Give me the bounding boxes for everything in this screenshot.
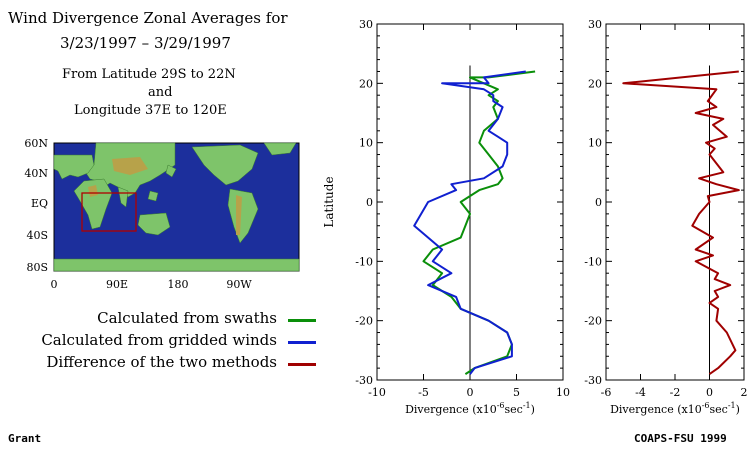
chart-title: Wind Divergence Zonal Averages for [8,9,288,27]
map-lat-label: 40S [26,229,48,242]
x-axis-label: Divergence (x10-6sec-1) [405,401,535,416]
y-tick-label: -10 [355,255,373,268]
map-highlands [88,157,242,235]
legend-label-difference: Difference of the two methods [46,353,277,371]
series-line-1 [422,70,536,375]
map-lat-label: 80S [26,261,48,274]
x-tick-label: -10 [368,386,386,399]
y-tick-label: 30 [588,18,602,31]
axis-label-part: Divergence (x10 [610,403,702,416]
y-tick-label: 0 [366,196,373,209]
y-tick-label: 10 [359,137,373,150]
legend-line-swaths [288,319,316,322]
legend: Calculated from swaths Calculated from g… [0,309,320,379]
plot-frame [605,23,745,381]
y-tick-label: 20 [588,77,602,90]
series-line-1 [622,70,740,375]
map-lat-label: 60N [24,137,48,150]
axis-label-part: Divergence (x10 [405,403,497,416]
y-tick-label: 0 [595,196,602,209]
axis-label-part: sec [710,403,728,416]
date-range: 3/23/1997 – 3/29/1997 [60,34,231,52]
map-lon-label: 180 [168,278,189,291]
region-box [81,192,137,232]
axis-label-exponent: -6 [702,401,710,410]
y-axis-label: Latitude [322,176,336,227]
axis-label-part: ) [531,403,535,416]
region-map: 60N 40N EQ 40S 80S 0 90E 180 90W [24,137,300,291]
chart-panel-1: -30 -20 -10 0 10 20 30 -10 -5 0 5 10 Divergence (x10… [322,18,570,416]
y-tick-label: 20 [359,77,373,90]
y-tick-label: -30 [584,374,602,387]
map-lat-label: EQ [31,197,48,210]
and-text: and [148,85,173,100]
legend-label-swaths: Calculated from swaths [97,309,277,327]
axis-label-exponent: -1 [523,401,531,410]
plot-frame [376,23,564,381]
legend-line-gridded [288,341,316,344]
latitude-range-text: From Latitude 29S to 22N [62,67,236,82]
axis-label-part: ) [736,403,740,416]
y-tick-label: -20 [355,315,373,328]
x-tick-label: 2 [741,386,748,399]
y-tick-label: 10 [588,137,602,150]
x-tick-label: 10 [556,386,570,399]
x-tick-label: -2 [670,386,681,399]
axis-label-exponent: -1 [728,401,736,410]
x-tick-label: -6 [601,386,612,399]
y-tick-label: 30 [359,18,373,31]
y-tick-label: -10 [584,255,602,268]
x-tick-label: -5 [418,386,429,399]
organization-credit: COAPS-FSU 1999 [634,432,727,445]
map-lat-label: 40N [24,167,48,180]
author-credit: Grant [8,432,42,445]
y-tick-label: -20 [584,315,602,328]
series-line-2 [413,70,526,375]
axis-label-exponent: -6 [497,401,505,410]
y-tick-label: -30 [355,374,373,387]
x-tick-label: -4 [635,386,646,399]
x-tick-label: 0 [706,386,713,399]
x-tick-label: 5 [513,386,520,399]
axis-label-part: sec [505,403,523,416]
x-axis-label: Divergence (x10-6sec-1) [610,401,740,416]
legend-line-difference [288,363,316,366]
map-lon-label: 90E [106,278,128,291]
x-tick-label: 0 [467,386,474,399]
longitude-range-text: Longitude 37E to 120E [74,103,227,118]
map-lon-label: 0 [51,278,58,291]
map-lon-label: 90W [226,278,252,291]
legend-label-gridded: Calculated from gridded winds [41,331,277,349]
